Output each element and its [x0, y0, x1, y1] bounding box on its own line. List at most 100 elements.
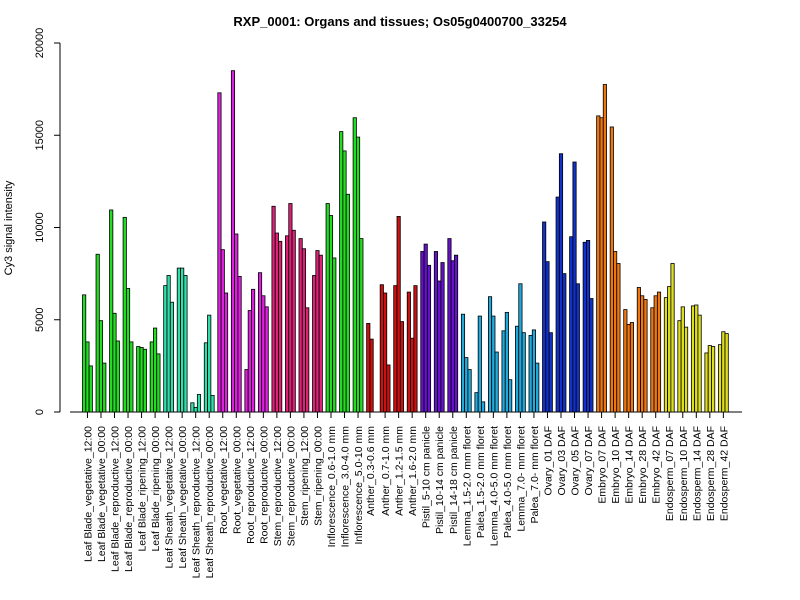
bar — [413, 285, 418, 413]
bar — [724, 333, 729, 413]
x-category-label: Anther_1.2-1.5 mm — [394, 426, 406, 516]
x-category-label: Palea_4.0-5.0 mm floret — [502, 426, 514, 538]
bar — [203, 342, 208, 413]
bar — [244, 369, 249, 413]
bar — [230, 70, 236, 413]
bar — [464, 357, 469, 413]
bar — [582, 241, 587, 413]
x-category-label: Lemma_4.0-5.0 mm floret — [488, 426, 500, 546]
bar — [640, 295, 645, 413]
y-tick-label: 20000 — [34, 28, 46, 59]
bar — [616, 263, 621, 413]
x-category-label: Stem_ripening_12:00 — [299, 426, 311, 526]
x-category-label: Pistil_10-14 cm panicle — [434, 426, 446, 534]
bar — [95, 253, 100, 413]
bar — [261, 295, 266, 413]
bar — [521, 332, 526, 413]
bar — [518, 283, 523, 413]
bar — [318, 254, 323, 413]
bar — [406, 291, 411, 413]
bar — [169, 301, 174, 413]
bar — [332, 257, 337, 413]
bar — [555, 196, 560, 413]
bar — [423, 243, 428, 413]
x-category-label: Endosperm_10 DAF — [678, 426, 690, 521]
bar — [136, 346, 141, 413]
bar — [183, 275, 188, 413]
x-category-label: Endosperm_42 DAF — [718, 426, 730, 521]
bar — [440, 262, 445, 413]
bar — [305, 307, 310, 413]
x-category-label: Embryo_10 DAF — [610, 426, 622, 504]
x-category-label: Leaf Sheath_vegetative_12:00 — [164, 426, 176, 569]
bar — [109, 209, 114, 413]
x-category-label: Endosperm_28 DAF — [705, 426, 717, 521]
bar — [298, 238, 303, 413]
x-category-label: Leaf Blade_vegetative_00:00 — [96, 426, 108, 562]
bar — [386, 364, 391, 413]
bar — [589, 298, 594, 413]
bar — [355, 136, 361, 413]
bar — [180, 267, 185, 413]
x-category-label: Root_reproductive_00:00 — [258, 426, 270, 544]
bar — [288, 203, 293, 413]
bar — [454, 254, 459, 413]
x-category-label: Anther_0.7-1.0 mm — [380, 426, 392, 516]
x-category-label: Leaf Sheath_reproductive_00:00 — [204, 426, 216, 579]
bar — [251, 288, 256, 413]
x-category-label: Inflorescence_5.0-10 mm — [353, 426, 365, 545]
y-tick-label: 5000 — [34, 308, 46, 332]
y-axis-label: Cy3 signal intensity — [3, 180, 15, 275]
bar — [481, 401, 486, 413]
bar — [285, 235, 290, 413]
y-tick-label: 10000 — [34, 212, 46, 243]
bar — [680, 306, 685, 413]
x-category-label: Ovary_07 DAF — [583, 426, 595, 495]
bar — [609, 126, 614, 413]
bar — [301, 248, 306, 413]
x-category-label: Leaf Blade_vegetative_12:00 — [82, 426, 94, 562]
bar — [102, 362, 107, 413]
bar — [207, 314, 212, 413]
bar — [193, 406, 198, 413]
bar — [129, 341, 134, 413]
bar — [210, 394, 215, 413]
bar — [342, 150, 347, 413]
bar — [88, 365, 93, 413]
x-category-label: Anther_1.6-2.0 mm — [407, 426, 419, 516]
bar — [569, 236, 574, 413]
bar — [545, 261, 550, 413]
bar — [237, 275, 242, 413]
x-category-label: Leaf Blade_reproductive_12:00 — [110, 426, 122, 572]
bar — [274, 232, 279, 413]
x-category-label: Anther_0.3-0.6 mm — [365, 426, 377, 516]
x-category-label: Stem_reproductive_00:00 — [285, 426, 297, 546]
bar — [450, 260, 455, 413]
bar — [217, 92, 222, 413]
bar — [426, 264, 432, 413]
x-category-label: Lemma_7.0- mm floret — [515, 426, 527, 532]
bar — [707, 345, 712, 413]
bar — [653, 295, 658, 413]
bar — [271, 205, 276, 413]
bar — [643, 299, 648, 413]
bar — [684, 326, 689, 413]
bar — [474, 392, 479, 413]
bar — [613, 251, 618, 413]
bar — [115, 340, 120, 413]
bar — [504, 311, 509, 413]
x-category-label: Palea_7.0- mm floret — [529, 426, 541, 524]
bar — [291, 229, 296, 413]
bar — [399, 321, 404, 413]
x-category-label: Leaf Sheath_reproductive_12:00 — [191, 426, 203, 579]
bar — [98, 320, 104, 413]
x-category-label: Leaf Sheath_vegetative_00:00 — [177, 426, 189, 569]
bar — [220, 249, 225, 413]
x-category-label: Ovary_01 DAF — [542, 426, 554, 495]
bar — [572, 161, 577, 413]
bar — [410, 337, 415, 413]
bar — [325, 203, 330, 413]
x-category-label: Leaf Blade_ripening_00:00 — [150, 426, 162, 552]
bar — [477, 315, 482, 413]
